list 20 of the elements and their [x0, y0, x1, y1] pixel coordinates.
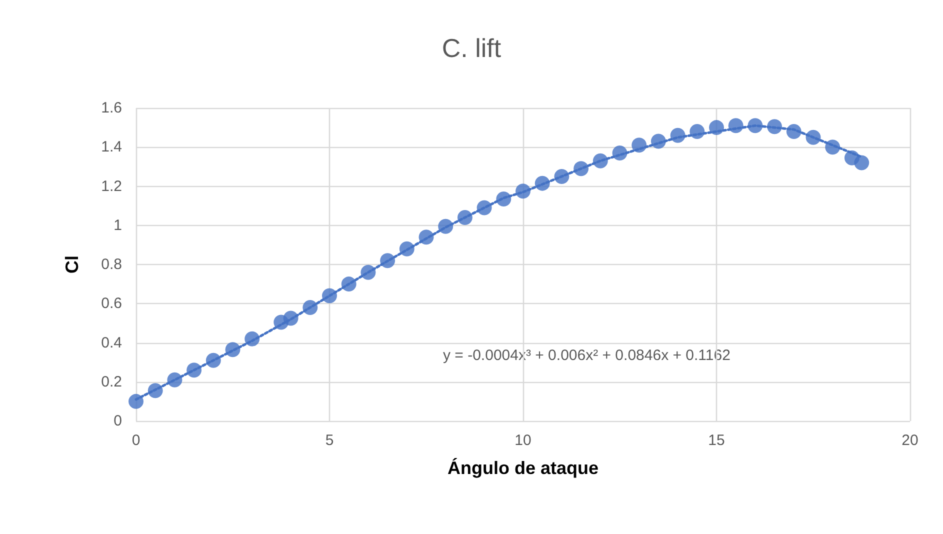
y-tick-label: 1.2: [101, 178, 122, 195]
annotation: y = -0.0004x³ + 0.006x² + 0.0846x + 0.1162: [443, 347, 730, 364]
x-tick-label: 0: [132, 432, 140, 449]
y-tick-label: 0: [114, 412, 122, 430]
y-tick-label: 0.6: [101, 295, 122, 312]
x-tick-label: 20: [902, 432, 918, 449]
y-tick-label: 0.4: [101, 334, 122, 352]
y-tick-label: 0.2: [101, 373, 122, 390]
y-axis-title: Cl: [62, 256, 82, 274]
x-tick-label: 15: [708, 432, 725, 449]
chart-title: C. lift: [442, 33, 502, 63]
x-axis-title: Ángulo de ataque: [447, 458, 599, 478]
y-tick-label: 1.4: [101, 138, 122, 156]
point: [854, 155, 870, 170]
point: [128, 394, 144, 409]
y-tick-label: 1.6: [101, 100, 122, 116]
x-tick-label: 10: [514, 432, 532, 449]
y-tick-label: 1: [114, 216, 122, 234]
y-tick-label: 0.8: [101, 256, 122, 273]
x-tick-label: 5: [325, 432, 334, 449]
